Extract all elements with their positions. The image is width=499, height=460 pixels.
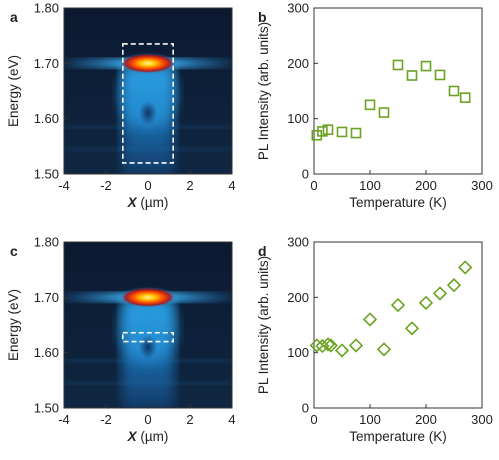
dashed-selection-box: [122, 43, 175, 164]
y-tick-label: 1.80: [34, 235, 59, 250]
x-tick-label: 300: [471, 178, 493, 193]
faint-streak: [64, 124, 232, 129]
y-tick-label: 1.60: [34, 111, 59, 126]
emission-peak: [120, 287, 176, 308]
data-point: [317, 126, 328, 137]
data-point: [378, 107, 390, 118]
data-point: [448, 85, 460, 97]
data-point: [458, 260, 473, 275]
dark-spot: [139, 335, 157, 360]
data-point: [336, 126, 348, 138]
y-tick-label: 1.70: [34, 56, 59, 71]
dashed-selection-box: [122, 331, 175, 343]
y-tick-label: 1.80: [34, 1, 59, 16]
panel-label-b: b: [258, 9, 267, 25]
y-tick-label: 0: [302, 167, 309, 182]
y-tick-label: 0: [302, 401, 309, 416]
y-axis-label: PL Intensity (arb. units): [256, 256, 271, 394]
data-point: [392, 59, 404, 71]
emission-peak: [120, 53, 176, 74]
panel-label-a: a: [10, 9, 18, 25]
panel-label-c: c: [10, 243, 18, 259]
x-tick-label: 4: [228, 178, 235, 193]
x-tick-label: -2: [100, 412, 112, 427]
data-point: [406, 70, 418, 81]
x-axis-label-unit: (µm): [137, 429, 169, 444]
x-tick-label: 300: [471, 412, 493, 427]
y-axis-label: Energy (eV): [6, 289, 21, 361]
y-tick-label: 100: [287, 345, 309, 360]
x-tick-label: 4: [228, 412, 235, 427]
y-tick-label: 1.60: [34, 345, 59, 360]
faint-streak: [64, 147, 232, 152]
y-tick-label: 1.70: [34, 290, 59, 305]
x-axis-label: Temperature (K): [349, 429, 447, 444]
data-point: [362, 312, 378, 327]
x-axis-label-var: X: [127, 429, 138, 444]
x-tick-label: 200: [415, 412, 437, 427]
x-tick-label: -2: [100, 178, 112, 193]
data-point: [309, 338, 324, 353]
x-tick-label: 0: [310, 178, 317, 193]
emission-glow: [118, 293, 178, 362]
panel-b: b 0 100 200 300 0 100 200 300 Temperature (K) PL I…: [256, 1, 493, 211]
x-axis-label: X (µm): [127, 195, 169, 210]
y-axis-label: Energy (eV): [6, 55, 21, 127]
panel-d: d 0 100 200 300 0 100 200 300 Temperature (K) PL I…: [256, 235, 493, 445]
data-point: [322, 124, 334, 136]
data-point: [420, 60, 432, 72]
panel-label-d: d: [258, 243, 267, 259]
y-tick-label: 100: [287, 111, 309, 126]
data-point: [364, 99, 376, 111]
faint-streak: [64, 381, 232, 386]
data-point: [434, 69, 446, 81]
data-point: [350, 127, 362, 139]
data-point: [459, 92, 471, 103]
y-tick-label: 300: [287, 235, 309, 250]
x-axis-label-unit: (µm): [137, 195, 169, 210]
axis-frame: [313, 241, 483, 409]
panel-a: a -4 -2 0 2 4 1.50 1.60 1.70 1.80 X (µm) Energy (eV…: [6, 1, 236, 211]
y-tick-label: 300: [287, 1, 309, 16]
x-tick-label: 0: [310, 412, 317, 427]
panel-c: c -4 -2 0 2 4 1.50 1.60 1.70 1.80 X (µm) Energy (eV…: [6, 235, 236, 445]
y-tick-label: 1.50: [34, 167, 59, 182]
x-axis-label: Temperature (K): [349, 195, 447, 210]
x-tick-label: 2: [186, 412, 193, 427]
x-tick-label: 0: [144, 412, 151, 427]
x-tick-label: -4: [58, 412, 70, 427]
axis-frame: [313, 7, 483, 175]
x-axis-label-var: X: [127, 195, 138, 210]
x-tick-label: 100: [359, 178, 381, 193]
data-point: [418, 295, 434, 310]
data-point: [376, 342, 392, 357]
data-point: [446, 278, 462, 293]
data-point: [348, 338, 364, 353]
y-tick-label: 1.50: [34, 401, 59, 416]
x-tick-label: -4: [58, 178, 70, 193]
x-tick-label: 2: [186, 178, 193, 193]
data-point: [404, 321, 420, 336]
data-point: [334, 343, 350, 358]
data-point: [323, 338, 338, 353]
heatmap-image: [64, 8, 232, 174]
faint-streak: [64, 358, 232, 363]
dark-spot: [139, 101, 157, 126]
data-point: [320, 337, 336, 352]
emission-glow: [118, 59, 178, 128]
y-tick-label: 200: [287, 290, 309, 305]
y-tick-label: 200: [287, 56, 309, 71]
data-point: [390, 297, 406, 313]
x-tick-label: 200: [415, 178, 437, 193]
y-axis-label: PL Intensity (arb. units): [256, 22, 271, 160]
x-tick-label: 0: [144, 178, 151, 193]
x-axis-label: X (µm): [127, 429, 169, 444]
data-point: [432, 286, 448, 301]
heatmap-image: [64, 242, 232, 408]
x-tick-label: 100: [359, 412, 381, 427]
